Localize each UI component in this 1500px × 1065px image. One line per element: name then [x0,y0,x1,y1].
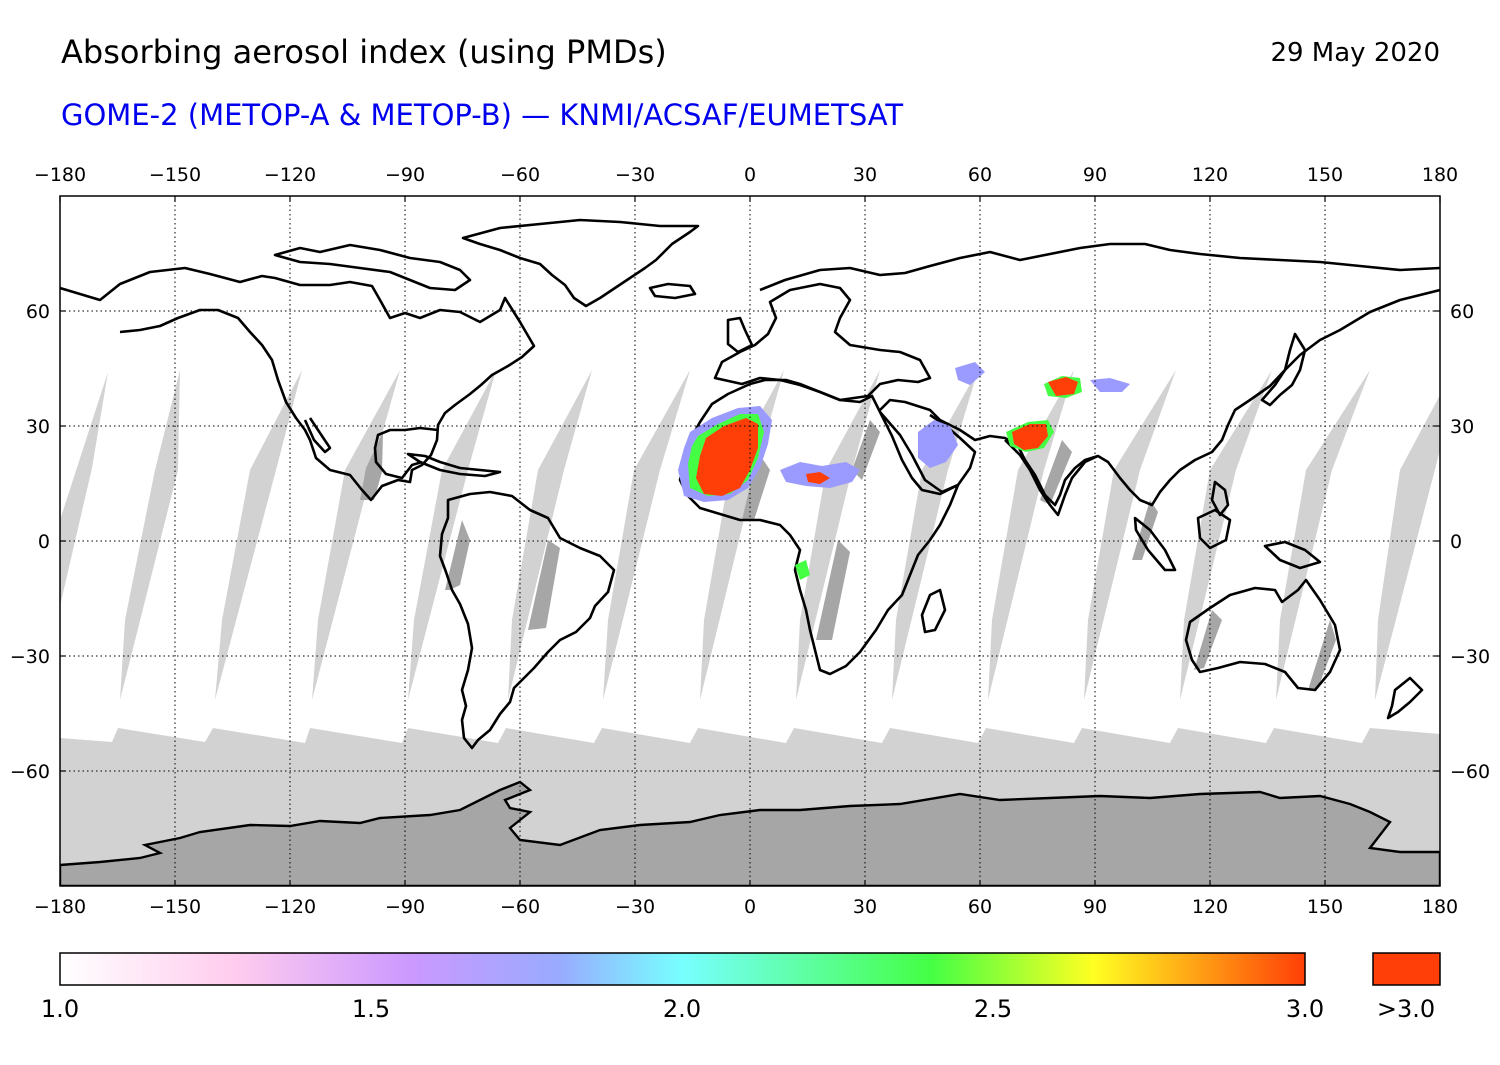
lat-tick-label-right: −60 [1450,761,1490,783]
lon-tick-label-top: −60 [500,164,540,186]
lon-tick-label-bottom: 90 [1083,896,1107,918]
caspian-plume [955,362,985,385]
lon-tick-label-bottom: 60 [968,896,992,918]
map-title: Absorbing aerosol index (using PMDs) [61,33,667,71]
colorbar-overflow-swatch [1372,952,1441,986]
caribbean-islands [406,452,502,478]
lat-tick-label-right: 0 [1450,531,1462,553]
map-tick-marks [59,196,1441,886]
lon-tick-label-top: −180 [34,164,86,186]
lon-tick-label-top: 180 [1422,164,1458,186]
baja-california-coast [303,417,332,454]
europe-coast [713,282,932,402]
eurasia-north-coast [759,242,1440,292]
lon-tick-label-top: −30 [615,164,655,186]
uk-coast [726,316,754,354]
colorbar-overflow-label: >3.0 [1376,995,1436,1023]
lat-tick-label-right: 30 [1450,416,1474,438]
lon-tick-label-top: 60 [968,164,992,186]
lon-tick-label-top: 30 [853,164,877,186]
south-america-coast [438,490,616,750]
lon-tick-label-bottom: 120 [1192,896,1228,918]
lon-tick-label-bottom: −120 [264,896,316,918]
india-coast [1004,439,1099,517]
new-zealand-coast [1386,676,1424,720]
lon-tick-label-top: 90 [1083,164,1107,186]
japan-coast [1260,332,1307,407]
asia-east-coast [879,288,1440,507]
china-plume-core [1048,377,1078,396]
greenland-coast [461,218,700,308]
orbit-gaps-over-land [360,420,1336,690]
iceland-coast [648,282,697,300]
colorbar-gradient [59,952,1306,986]
lon-tick-label-bottom: −30 [615,896,655,918]
arctic-islands [273,243,472,292]
australia-coast [1184,578,1342,692]
philippines-coast [1210,480,1230,517]
sahara-plume-core [696,418,758,496]
aerosol-plumes [678,362,1130,580]
map-grid [60,196,1440,886]
lon-tick-label-top: −150 [149,164,201,186]
lon-tick-label-bottom: −150 [149,896,201,918]
lat-tick-label-left: 0 [38,531,50,553]
map-subtitle: GOME-2 (METOP-A & METOP-B) — KNMI/ACSAF/… [61,98,904,132]
lon-tick-label-top: −120 [264,164,316,186]
lon-tick-label-bottom: 30 [853,896,877,918]
lat-tick-label-left: −30 [10,646,50,668]
india-plume-core [1012,424,1048,450]
coastlines [60,218,1440,750]
lon-tick-label-bottom: 0 [744,896,756,918]
lat-tick-label-left: 30 [26,416,50,438]
central-asia-plume [1090,378,1130,392]
lon-tick-label-top: 120 [1192,164,1228,186]
arabian-peninsula-coast [879,411,977,494]
lat-tick-label-left: 60 [26,301,50,323]
lon-tick-label-bottom: 150 [1307,896,1343,918]
colorbar-tick-label: 1.5 [351,995,391,1023]
lon-tick-label-top: 150 [1307,164,1343,186]
borneo-coast [1196,508,1232,550]
colorbar-tick-label: 2.5 [973,995,1013,1023]
map-date: 29 May 2020 [1270,38,1440,68]
gulf-of-mexico-coast [373,426,439,480]
colorbar-tick-label: 1.0 [40,995,80,1023]
lon-tick-label-top: 0 [744,164,756,186]
north-america-coast [60,266,536,502]
lat-tick-label-right: −30 [1450,646,1490,668]
sumatra-coast [1133,516,1177,572]
lon-tick-label-top: −90 [385,164,425,186]
lon-tick-label-bottom: −90 [385,896,425,918]
lat-tick-label-left: −60 [10,761,50,783]
lat-tick-label-right: 60 [1450,301,1474,323]
arabia-plume [918,420,958,468]
lon-tick-label-bottom: −60 [500,896,540,918]
orbit-gaps [60,370,1440,700]
lon-tick-label-bottom: −180 [34,896,86,918]
central-africa-plume [795,560,810,580]
map-tick-labels: −180 −180 −150 −150 −120 −120 −90 −90 −60 −60 −30 −… [10,164,1490,918]
colorbar-tick-label: 3.0 [1285,995,1325,1023]
colorbar-tick-label: 2.0 [662,995,702,1023]
lon-tick-label-bottom: 180 [1422,896,1458,918]
new-guinea-coast [1263,540,1322,570]
africa-midlat-core [806,472,830,484]
madagascar-coast [920,588,947,634]
